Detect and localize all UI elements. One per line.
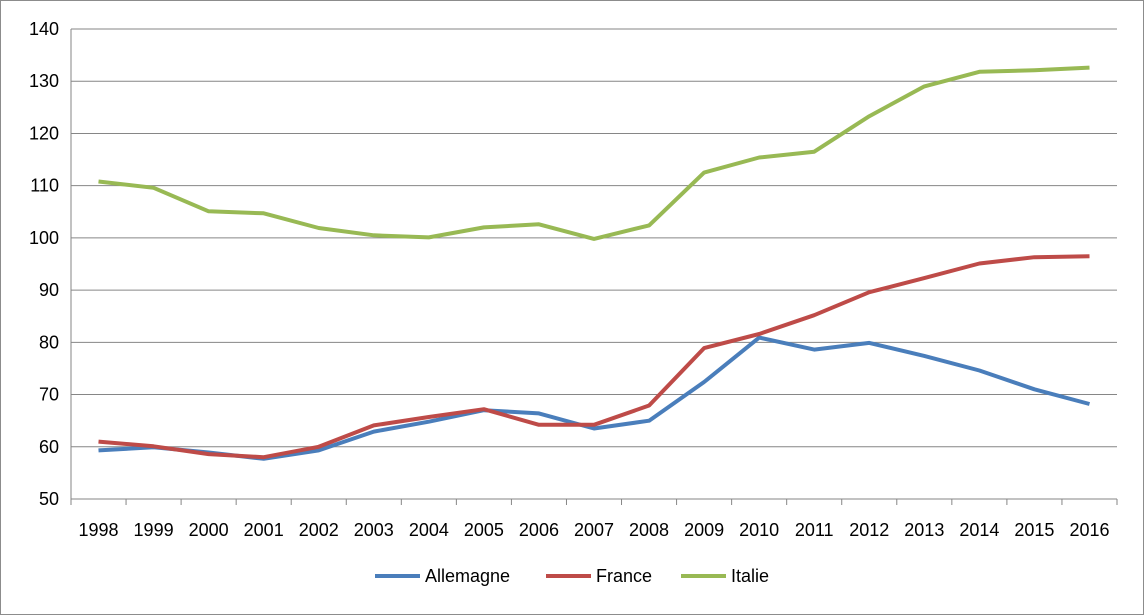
legend-label-italie: Italie: [731, 566, 769, 586]
y-tick-label: 130: [29, 71, 59, 91]
series-line-france: [98, 254, 1090, 460]
y-tick-label: 140: [29, 19, 59, 39]
legend-label-france: France: [596, 566, 652, 586]
y-tick-label: 60: [39, 437, 59, 457]
y-tick-label: 100: [29, 228, 59, 248]
x-tick-label: 2008: [629, 520, 669, 540]
y-tick-label: 110: [30, 176, 59, 196]
x-tick-label: 2002: [299, 520, 339, 540]
x-tick-label: 2014: [959, 520, 999, 540]
legend-label-allemagne: Allemagne: [425, 566, 510, 586]
y-tick-label: 90: [39, 280, 59, 300]
x-tick-label: 2010: [739, 520, 779, 540]
y-tick-label: 80: [39, 332, 59, 352]
x-tick-label: 2001: [244, 520, 284, 540]
x-tick-label: 2005: [464, 520, 504, 540]
x-tick-label: 2016: [1069, 520, 1109, 540]
x-tick-label: 2007: [574, 520, 614, 540]
series-line-allemagne: [98, 335, 1091, 461]
x-tick-label: 2004: [409, 520, 449, 540]
x-tick-label: 2011: [795, 520, 834, 540]
x-tick-label: 2013: [904, 520, 944, 540]
y-tick-label: 50: [39, 489, 59, 509]
x-tick-label: 2000: [189, 520, 229, 540]
x-tick-label: 2003: [354, 520, 394, 540]
x-tick-label: 1999: [134, 520, 174, 540]
x-tick-label: 1998: [79, 520, 119, 540]
x-tick-label: 2006: [519, 520, 559, 540]
y-tick-label: 120: [29, 123, 59, 143]
series-line-italie: [98, 65, 1090, 241]
x-tick-label: 2009: [684, 520, 724, 540]
x-tick-label: 2012: [849, 520, 889, 540]
x-tick-label: 2015: [1014, 520, 1054, 540]
y-tick-label: 70: [39, 385, 59, 405]
